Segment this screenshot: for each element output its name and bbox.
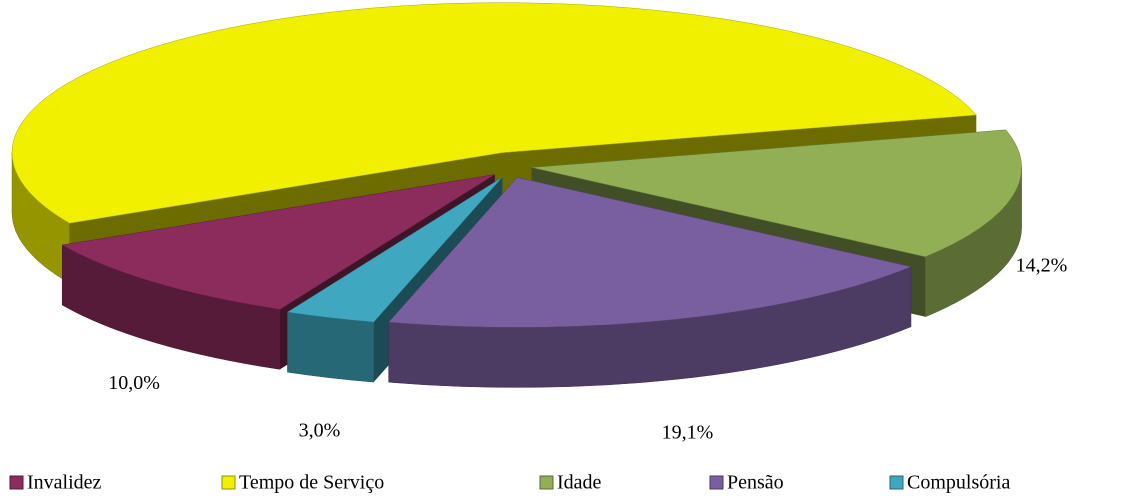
legend-label: Pensão [727, 472, 784, 494]
slice [11, 2, 977, 224]
data-label: 10,0% [108, 372, 160, 394]
data-label: 14,2% [1016, 255, 1068, 277]
slice [388, 177, 912, 328]
legend-label: Idade [557, 472, 602, 494]
legend-label: Tempo de Serviço [239, 472, 384, 494]
legend-swatch [709, 475, 724, 490]
slice [531, 129, 1022, 258]
data-label: 53,8% [288, 0, 340, 1]
legend-swatch [889, 475, 904, 490]
slice [61, 174, 495, 310]
legend-label: Compulsória [907, 472, 1010, 494]
legend-label: Invalidez [27, 472, 102, 494]
slice [286, 177, 503, 323]
data-label: 19,1% [662, 422, 714, 444]
legend-swatch [539, 475, 554, 490]
slice-side [287, 311, 374, 383]
legend-swatch [221, 475, 236, 490]
legend-swatch [9, 475, 24, 490]
data-label: 3,0% [299, 420, 341, 442]
